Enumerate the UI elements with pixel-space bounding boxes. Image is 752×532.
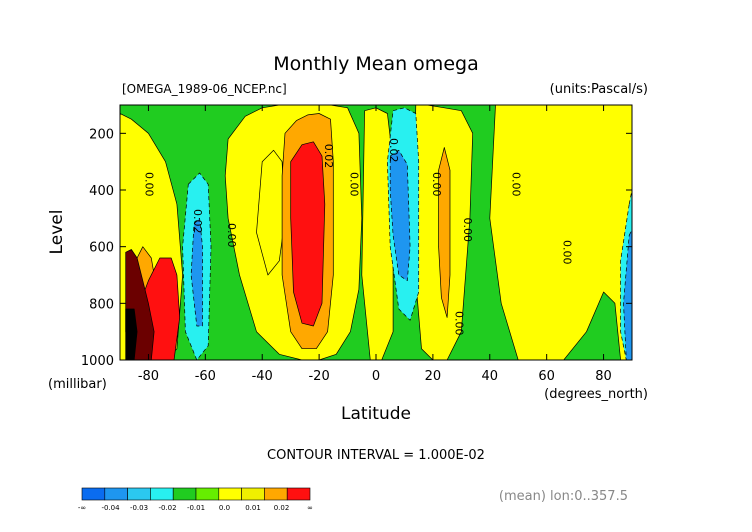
chart-title: Monthly Mean omega [273,53,478,75]
x-axis-label: Latitude [341,404,411,424]
colorbar-tick-label: -0.03 [130,504,148,512]
contour-region [438,147,451,318]
contour-regions [120,105,632,360]
x-tick-label: -40 [252,369,273,384]
contour-label: 0.02 [191,209,204,234]
x-tick-label: 20 [425,369,442,384]
contour-label: 0.00 [143,172,156,197]
colorbar: -∞ -0.04 -0.03 -0.02 -0.01 0.0 0.01 0.02 ∞ [78,487,313,512]
contour-label: 0.00 [510,172,523,197]
x-tick-label: 60 [538,369,555,384]
colorbar-swatch [218,487,242,501]
contour-label: 0.00 [225,223,238,248]
x-tick-label: -20 [308,369,329,384]
contour-region [361,107,394,360]
colorbar-swatch [172,487,197,501]
y-tick-label: 1000 [81,354,114,369]
contour-interval-label: CONTOUR INTERVAL = 1.000E-02 [267,448,485,463]
contour-region [125,308,138,360]
x-unit-label: (degrees_north) [544,387,648,402]
y-axis-ticks: 200 400 600 800 1000 [81,127,632,369]
y-tick-label: 600 [89,241,114,256]
contour-labels: 0.00 0.02 0.00 0.02 0.00 0.02 0.00 0.00 0.00 0.00… [143,138,574,335]
contour-label: 0.00 [561,240,574,264]
colorbar-swatch [104,487,128,501]
contour-label: 0.00 [347,172,360,197]
y-tick-label: 200 [89,127,114,142]
contour-label: 0.02 [387,138,400,163]
x-tick-label: 80 [595,369,612,384]
y-tick-label: 400 [89,184,114,199]
colorbar-tick-label: -∞ [78,504,86,512]
x-tick-label: 0 [372,369,380,384]
x-axis-ticks: -80 -60 -40 -20 0 20 40 60 80 [138,105,612,384]
contour-region [489,105,632,360]
footer-label: (mean) lon:0..357.5 [499,489,628,504]
colorbar-swatch [241,487,265,501]
colorbar-swatch [150,487,174,501]
colorbar-tick-label: 0.0 [219,504,230,512]
colorbar-tick-label: 0.01 [245,504,261,512]
colorbar-tick-label: -0.02 [158,504,176,512]
colorbar-swatch [127,487,151,501]
colorbar-tick-label: ∞ [307,504,313,512]
colorbar-tick-label: -0.01 [187,504,205,512]
y-tick-label: 800 [89,297,114,312]
contour-region [623,229,632,360]
units-label: (units:Pascal/s) [550,82,648,97]
file-label: [OMEGA_1989-06_NCEP.nc] [122,82,287,96]
contour-label: 0.00 [461,217,474,242]
y-axis-label: Level [47,210,67,255]
colorbar-swatch [81,487,106,501]
x-tick-label: -80 [138,369,159,384]
colorbar-swatch [286,487,311,501]
y-unit-label: (millibar) [48,377,107,392]
x-tick-label: 40 [482,369,499,384]
contour-label: 0.00 [453,311,466,336]
contour-region [190,217,203,327]
contour-region [389,149,411,282]
colorbar-swatch [195,487,220,501]
contour-label: 0.00 [430,172,443,197]
colorbar-tick-label: -0.04 [101,504,120,512]
contour-region [290,141,326,327]
colorbar-tick-label: 0.02 [274,504,290,512]
contour-label: 0.02 [322,144,335,169]
colorbar-swatch [264,487,288,501]
x-tick-label: -60 [195,369,216,384]
